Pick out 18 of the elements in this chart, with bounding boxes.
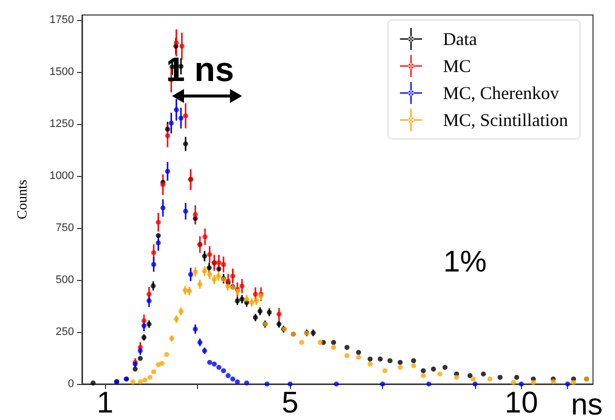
legend-label: Data	[442, 29, 477, 49]
y-tick-label: 500	[56, 274, 74, 286]
y-tick-label: 1250	[50, 118, 74, 130]
annotation: 1%	[443, 246, 487, 278]
y-tick-label: 1500	[50, 66, 74, 78]
x-axis-title: ns	[571, 388, 603, 420]
x-tick-label: 10	[504, 386, 538, 420]
y-tick-label: 250	[56, 326, 74, 338]
y-tick-label: 1000	[50, 170, 74, 182]
y-tick-label: 1750	[50, 14, 74, 26]
legend-label: MC, Scintillation	[442, 110, 568, 130]
y-tick-label: 750	[56, 222, 74, 234]
legend-label: MC	[442, 56, 472, 76]
legend-label: MC, Cherenkov	[442, 83, 559, 103]
x-tick-label: 5	[282, 386, 298, 420]
y-tick-label: 0	[68, 378, 74, 390]
y-axis-title: Counts	[16, 180, 30, 220]
x-tick-label: 1	[96, 386, 114, 420]
